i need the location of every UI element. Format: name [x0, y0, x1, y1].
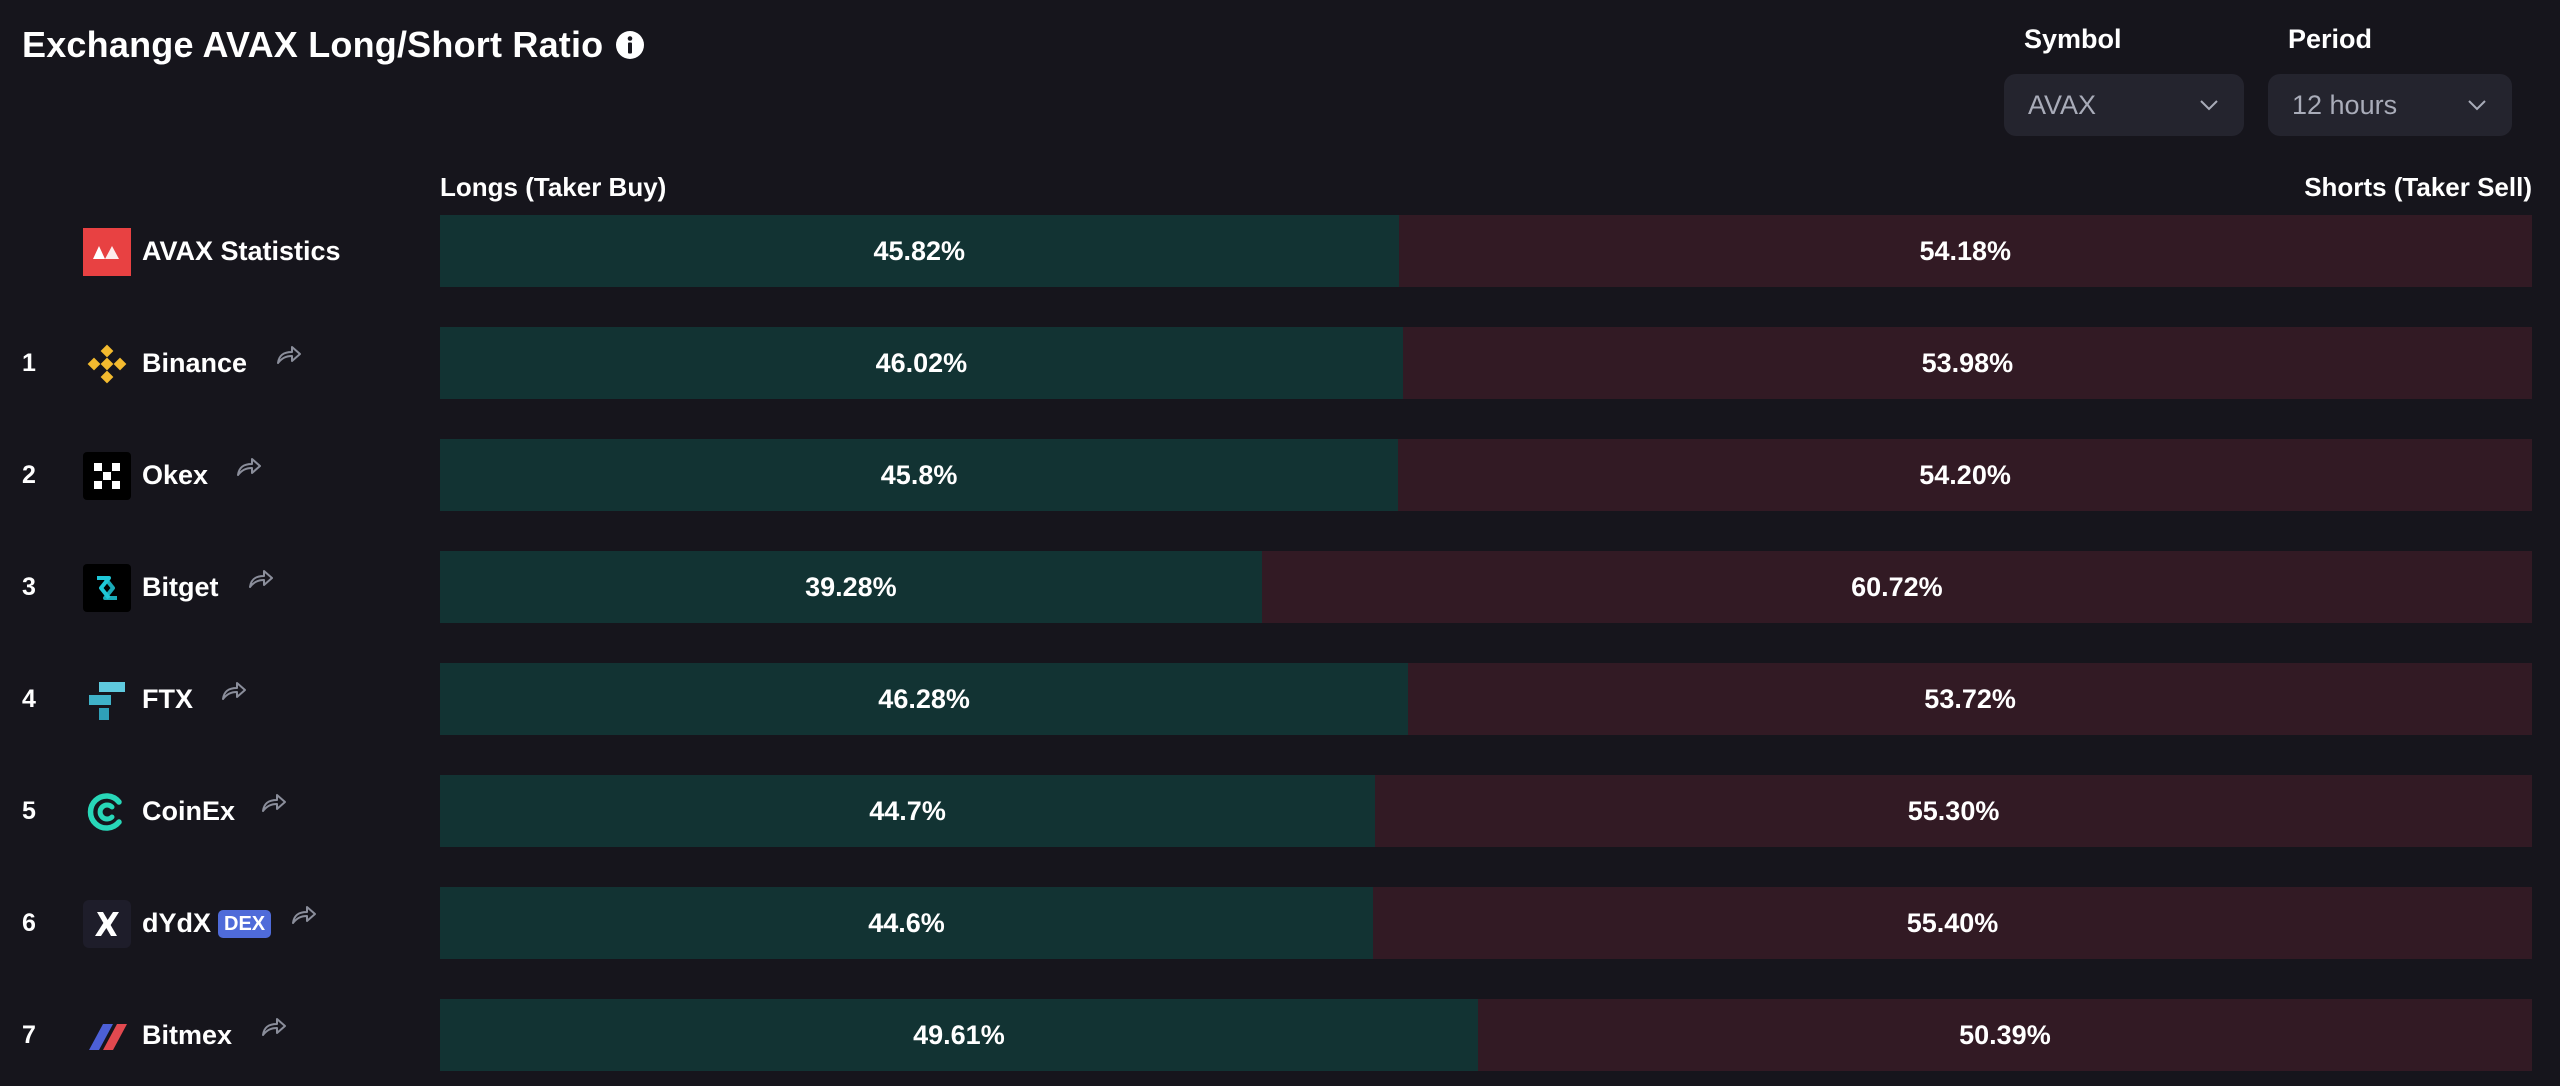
long-percent: 46.28% [878, 683, 970, 714]
ratio-bar: 46.28% 53.72% [440, 663, 2532, 735]
short-percent: 50.39% [1959, 1019, 2051, 1050]
rank-number: 5 [22, 797, 36, 825]
rank-number: 4 [22, 685, 36, 713]
ratio-bar: 44.6% 55.40% [440, 887, 2532, 959]
period-label: Period [2288, 24, 2373, 54]
binance-logo-icon [83, 340, 131, 388]
share-icon[interactable] [218, 677, 248, 707]
exchange-row: 7 Bitmex 49.61% 50.39% [0, 999, 2560, 1071]
exchange-row: 6 dYdX DEX 44.6% 55.40% [0, 887, 2560, 959]
symbol-control: Symbol AVAX [2004, 24, 2244, 136]
short-percent: 53.98% [1921, 347, 2014, 378]
long-segment: 44.6% [440, 887, 1374, 959]
rank-number: 6 [22, 909, 36, 937]
long-segment: 45.82% [440, 215, 1399, 287]
long-percent: 49.61% [913, 1019, 1005, 1050]
short-segment: 50.39% [1477, 999, 2532, 1071]
long-segment: 46.02% [440, 327, 1403, 399]
bitmex-logo-icon [83, 1012, 131, 1060]
long-percent: 45.8% [880, 459, 958, 490]
ftx-logo-icon [83, 676, 131, 724]
dex-badge: DEX [218, 910, 272, 938]
short-percent: 54.20% [1919, 459, 2011, 490]
long-segment: 46.28% [440, 663, 1409, 735]
coinex-logo-icon [83, 788, 131, 836]
exchange-name: Okex [142, 460, 209, 490]
bitget-logo-icon [83, 564, 131, 612]
avax-logo-icon [83, 228, 131, 276]
exchange-name: CoinEx [142, 796, 236, 826]
short-percent: 54.18% [1919, 235, 2012, 266]
long-percent: 46.02% [875, 347, 968, 378]
exchange-row: 3 Bitget 39.28% 60.72% [0, 551, 2560, 623]
share-icon[interactable] [233, 453, 263, 483]
exchange-name: Bitget [142, 572, 219, 602]
exchange-row: 2 Okex 45.8% 54.20% [0, 439, 2560, 511]
exchange-name: dYdX [142, 908, 212, 938]
short-segment: 55.40% [1373, 887, 2532, 959]
exchange-row: 1 Binance 46.02% 53.98% [0, 327, 2560, 399]
dydx-logo-icon [83, 900, 131, 948]
short-percent: 55.30% [1907, 795, 2000, 826]
chevron-down-icon [2198, 94, 2220, 116]
short-segment: 53.72% [1408, 663, 2532, 735]
short-percent: 53.72% [1924, 683, 2016, 714]
share-icon[interactable] [288, 901, 318, 931]
long-percent: 44.7% [869, 795, 946, 826]
ratio-bar: 45.82% 54.18% [440, 215, 2532, 287]
share-icon[interactable] [245, 565, 275, 595]
long-segment: 45.8% [440, 439, 1399, 511]
period-control: Period 12 hours [2268, 24, 2512, 136]
period-select-value: 12 hours [2292, 89, 2398, 120]
ratio-bar: 39.28% 60.72% [440, 551, 2532, 623]
ratio-bar: 44.7% 55.30% [440, 775, 2532, 847]
info-icon[interactable] [615, 30, 645, 60]
share-icon[interactable] [258, 1013, 288, 1043]
short-percent: 60.72% [1851, 571, 1943, 602]
short-segment: 55.30% [1375, 775, 2532, 847]
exchange-row: 4 FTX 46.28% 53.72% [0, 663, 2560, 735]
page-title: Exchange AVAX Long/Short Ratio [22, 24, 604, 65]
ratio-bar: 46.02% 53.98% [440, 327, 2532, 399]
share-icon[interactable] [258, 789, 288, 819]
longs-column-header: Longs (Taker Buy) [440, 172, 667, 202]
rank-number: 3 [22, 573, 36, 601]
ratio-bar: 49.61% 50.39% [440, 999, 2532, 1071]
symbol-label: Symbol [2024, 24, 2122, 54]
period-select[interactable]: 12 hours [2268, 74, 2512, 136]
rank-number: 1 [22, 349, 36, 377]
okex-logo-icon [83, 452, 131, 500]
symbol-select[interactable]: AVAX [2004, 74, 2244, 136]
page-header: Exchange AVAX Long/Short Ratio [22, 24, 645, 66]
rank-number: 2 [22, 461, 36, 489]
exchange-row: 5 CoinEx 44.7% 55.30% [0, 775, 2560, 847]
long-segment: 49.61% [440, 999, 1478, 1071]
long-segment: 44.7% [440, 775, 1376, 847]
short-percent: 55.40% [1906, 907, 1999, 938]
short-segment: 53.98% [1402, 327, 2532, 399]
exchange-name: Binance [142, 348, 248, 378]
short-segment: 54.18% [1398, 215, 2532, 287]
summary-row: AVAX Statistics 45.82% 54.18% [0, 215, 2560, 287]
summary-name: AVAX Statistics [142, 236, 341, 266]
exchange-name: Bitmex [142, 1020, 233, 1050]
short-segment: 54.20% [1398, 439, 2532, 511]
share-icon[interactable] [273, 341, 303, 371]
ratio-bar: 45.8% 54.20% [440, 439, 2532, 511]
short-segment: 60.72% [1261, 551, 2532, 623]
long-percent: 39.28% [805, 571, 897, 602]
chevron-down-icon [2466, 94, 2488, 116]
rank-number: 7 [22, 1021, 36, 1049]
exchange-name: FTX [142, 684, 193, 714]
symbol-select-value: AVAX [2028, 89, 2097, 120]
long-segment: 39.28% [440, 551, 1262, 623]
long-percent: 45.82% [873, 235, 966, 266]
long-percent: 44.6% [868, 907, 945, 938]
shorts-column-header: Shorts (Taker Sell) [2304, 172, 2532, 202]
